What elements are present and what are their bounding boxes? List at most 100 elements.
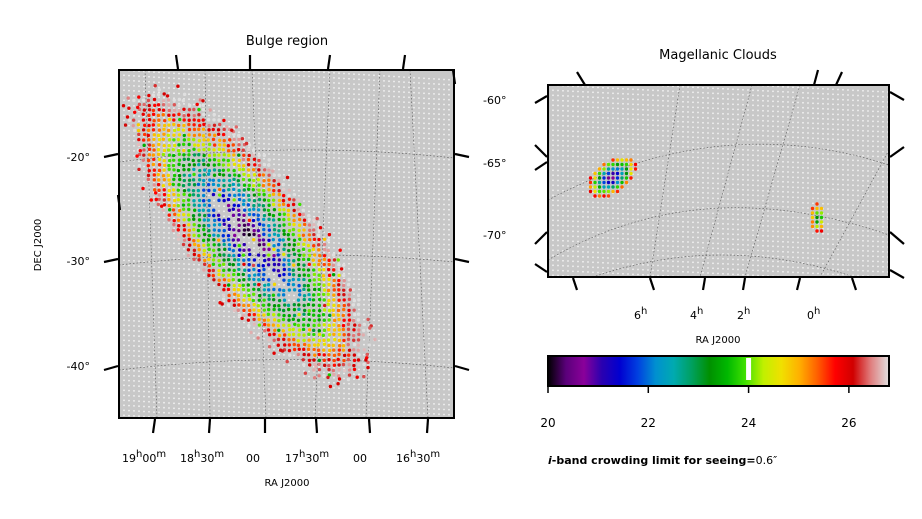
bulge-grid-field xyxy=(348,232,350,235)
bulge-grid-field xyxy=(343,112,345,115)
bulge-grid-field xyxy=(333,177,335,179)
bulge-grid-field xyxy=(333,232,335,234)
bulge-grid-field xyxy=(163,321,165,324)
bulge-grid-field xyxy=(198,64,200,66)
bulge-grid-field xyxy=(213,104,215,107)
bulge-grid-field xyxy=(358,118,360,121)
bulge-grid-field xyxy=(443,278,445,281)
bulge-grid-field xyxy=(403,286,405,288)
bulge-grid-field xyxy=(248,116,250,119)
bulge-grid-field xyxy=(403,236,405,239)
bulge-grid-field xyxy=(148,360,150,363)
bulge-grid-field xyxy=(188,348,190,351)
bulge-grid-field xyxy=(443,203,445,206)
bulge-grid-field xyxy=(353,238,355,241)
bulge-grid-field xyxy=(373,409,375,412)
bulge-grid-field xyxy=(403,241,405,244)
bulge-grid-field xyxy=(418,317,420,319)
bulge-grid-field xyxy=(413,221,415,224)
bulge-grid-field xyxy=(148,335,150,338)
bulge-grid-field xyxy=(113,399,115,401)
bulge-grid-field xyxy=(238,371,240,374)
bulge-grid-field xyxy=(433,343,435,345)
bulge-grid-field xyxy=(423,317,425,320)
bulge-grid-field xyxy=(428,372,430,375)
bulge-grid-field xyxy=(263,72,265,75)
bulge-grid-field xyxy=(293,99,295,102)
bulge-grid-field xyxy=(308,175,310,178)
bulge-grid-field xyxy=(438,268,440,271)
bulge-grid-field xyxy=(198,338,200,341)
bulge-grid-field xyxy=(423,337,425,340)
bulge-grid-field xyxy=(383,305,385,307)
bulge-grid-field xyxy=(108,269,110,271)
bulge-grid-field xyxy=(273,363,275,366)
bulge-grid-field xyxy=(408,301,410,304)
bulge-grid-field xyxy=(403,131,405,134)
bulge-grid-field xyxy=(133,300,135,302)
bulge-grid-field xyxy=(163,86,165,89)
bulge-grid-field xyxy=(198,393,200,396)
bulge-grid-field xyxy=(288,164,290,167)
bulge-grid-field xyxy=(328,236,330,239)
bulge-grid-field xyxy=(373,344,375,347)
bulge-grid-field xyxy=(243,236,245,239)
bulge-grid-field xyxy=(368,224,370,226)
bulge-grid-field xyxy=(218,115,220,117)
bulge-grid-field xyxy=(213,314,215,317)
bulge-grid-field xyxy=(313,95,315,98)
bulge-grid-field xyxy=(398,130,400,133)
bulge-grid-field xyxy=(188,378,190,381)
bulge-grid-field xyxy=(223,340,225,343)
bulge-grid-field xyxy=(368,384,370,386)
bulge-grid-field xyxy=(113,274,115,276)
bulge-grid-field xyxy=(173,392,175,395)
bulge-grid-field xyxy=(388,275,390,278)
bulge-grid-field xyxy=(458,105,460,107)
bulge-grid-field xyxy=(443,263,445,266)
bulge-grid-field xyxy=(368,239,370,241)
bulge-grid-field xyxy=(228,100,230,103)
bulge-grid-field xyxy=(268,88,270,90)
bulge-grid-field xyxy=(383,415,385,417)
bulge-grid-field xyxy=(348,402,350,405)
bulge-grid-field xyxy=(378,194,380,197)
bulge-grid-field xyxy=(133,285,135,287)
bulge-grid-field xyxy=(183,393,185,395)
bulge-grid-field xyxy=(173,317,175,320)
bulge-grid-field xyxy=(358,258,360,261)
bulge-grid-field xyxy=(458,160,460,162)
bulge-grid-field xyxy=(173,272,175,275)
bulge-grid-field xyxy=(268,123,270,125)
bulge-grid-field xyxy=(378,259,380,262)
bulge-grid-field xyxy=(318,266,320,268)
bulge-grid-field xyxy=(363,243,365,246)
bulge-grid-field xyxy=(303,100,305,102)
bulge-grid-field xyxy=(353,218,355,221)
bulge-grid-field xyxy=(263,82,265,85)
bulge-grid-field xyxy=(443,208,445,211)
bulge-grid-field xyxy=(308,115,310,118)
bulge-grid-field xyxy=(403,386,405,388)
bulge-grid-field xyxy=(298,399,300,402)
bulge-grid-field xyxy=(273,108,275,111)
bulge-grid-field xyxy=(268,128,270,130)
bulge-grid-field xyxy=(203,329,205,331)
bulge-grid-field xyxy=(428,92,430,95)
bulge-grid-field xyxy=(188,323,190,326)
bulge-grid-field xyxy=(233,406,235,408)
bulge-grid-field xyxy=(333,387,335,389)
bulge-grid-field xyxy=(423,87,425,90)
bulge-grid-field xyxy=(238,216,240,219)
bulge-grid-field xyxy=(358,248,360,251)
bulge-grid-field xyxy=(213,74,215,77)
bulge-grid-field xyxy=(153,316,155,318)
bulge-grid-field xyxy=(178,367,180,370)
bulge-grid-field xyxy=(233,106,235,108)
bulge-grid-field xyxy=(343,192,345,195)
bulge-grid-field xyxy=(173,377,175,380)
bulge-grid-field xyxy=(203,369,205,371)
bulge-grid-field xyxy=(213,319,215,322)
bulge-grid-field xyxy=(153,381,155,383)
bulge-grid-field xyxy=(233,111,235,113)
